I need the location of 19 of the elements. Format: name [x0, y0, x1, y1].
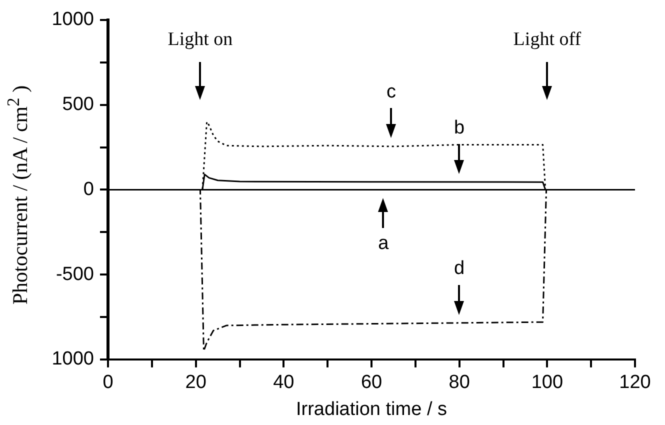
y-tick-label: 1000 [52, 9, 94, 30]
x-tick-label: 20 [185, 372, 206, 394]
x-tick-label: 0 [102, 372, 114, 394]
annotation: b [454, 117, 465, 138]
y-tick-label: -500 [56, 264, 94, 285]
x-tick-label: 80 [448, 372, 470, 394]
x-tick-label: 100 [531, 372, 564, 394]
x-tick-label: 120 [619, 372, 651, 394]
y-tick-label: 0 [83, 178, 94, 200]
annotation: d [454, 258, 465, 280]
annotation: c [386, 81, 396, 102]
annotation: Light on [168, 28, 234, 50]
annotation: Light off [513, 28, 582, 50]
x-tick-label: 60 [360, 372, 382, 394]
y-tick-label: 1000 [52, 348, 94, 370]
x-tick-label: 40 [273, 372, 294, 394]
annotation: a [378, 232, 390, 254]
y-tick-label: 500 [62, 94, 94, 116]
x-axis-title: Irradiation time / s [296, 398, 447, 420]
